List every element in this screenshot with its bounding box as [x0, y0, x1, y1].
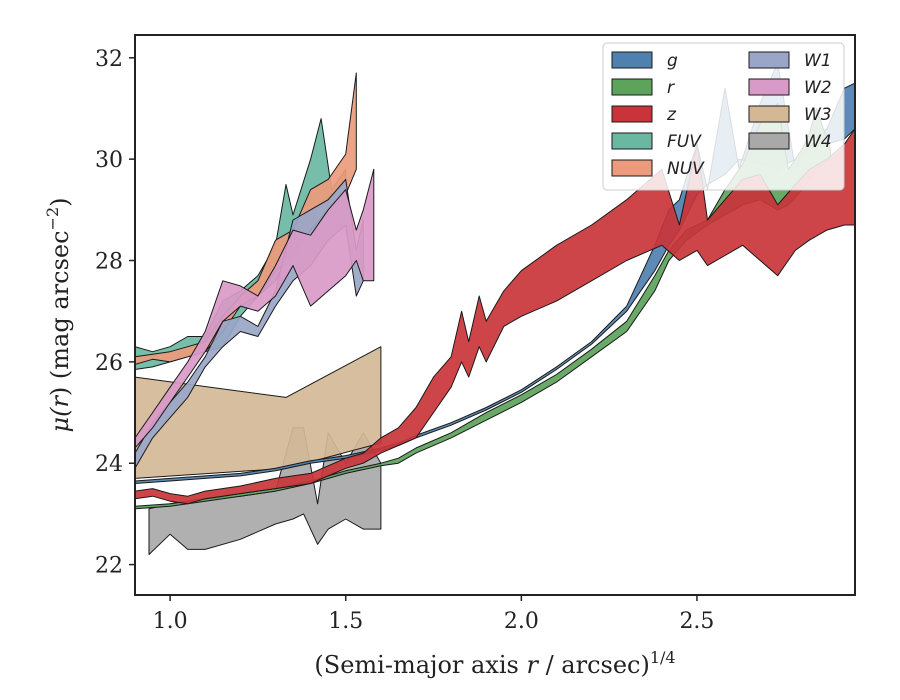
y-tick-label: 22	[95, 554, 123, 579]
x-axis-label-rest: / arcsec)	[538, 651, 650, 679]
y-tick-label: 30	[95, 148, 123, 173]
y-tick-label: 28	[95, 250, 123, 275]
legend-swatch-r	[611, 78, 653, 96]
legend-swatch-w3	[748, 105, 790, 123]
legend: grz FUV NUV W1 W2 W3 W4	[602, 42, 845, 191]
legend-label-g: g	[667, 51, 678, 71]
x-tick-label: 1.5	[328, 609, 363, 634]
y-axis-label-close: )	[46, 197, 74, 206]
legend-label-w4: W4	[804, 132, 832, 152]
x-axis-label-sup: 1/4	[650, 648, 676, 667]
legend-label-w1: W1	[804, 51, 832, 71]
x-tick-label: 1.0	[153, 609, 188, 634]
legend-swatch-g	[611, 51, 653, 69]
legend-items: grz FUV NUV W1 W2 W3 W4	[611, 51, 832, 179]
legend-swatch-w4	[748, 132, 790, 150]
x-axis-label: (Semi-major axis r / arcsec)1/4	[314, 648, 675, 679]
band-z	[135, 128, 855, 505]
y-axis-label-rest: ) (mag arcsec	[46, 230, 74, 396]
tick-layer: 1.0 1.5 2.0 2.5 22 24 26 28 30 32	[95, 47, 714, 634]
legend-label-nuv: NUV	[667, 159, 705, 179]
y-axis-label: μ(r) (mag arcsec−2)	[43, 197, 74, 432]
x-tick-label: 2.5	[679, 609, 714, 634]
y-tick-label: 32	[95, 47, 123, 72]
legend-label-fuv: FUV	[667, 132, 702, 152]
y-axis-label-main: μ(	[46, 407, 74, 433]
legend-label-w2: W2	[804, 78, 832, 98]
plot-frame	[134, 34, 856, 596]
legend-label-r: r	[667, 78, 675, 98]
x-tick-label: 2.0	[504, 609, 539, 634]
y-axis-label-sup: −2	[43, 207, 62, 231]
y-tick-label: 26	[95, 351, 123, 376]
legend-swatch-nuv	[611, 159, 653, 177]
x-axis-label-main: (Semi-major axis	[314, 651, 526, 679]
band-w2	[135, 168, 375, 449]
legend-swatch-fuv	[611, 132, 653, 150]
legend-label-z: z	[666, 105, 677, 125]
legend-swatch-z	[611, 105, 653, 123]
y-axis-label-var: r	[46, 395, 74, 408]
x-axis-label-var: r	[526, 651, 539, 679]
legend-swatch-w2	[748, 78, 790, 96]
legend-swatch-w1	[748, 51, 790, 69]
legend-label-w3: W3	[804, 105, 832, 125]
y-tick-label: 24	[95, 452, 123, 477]
